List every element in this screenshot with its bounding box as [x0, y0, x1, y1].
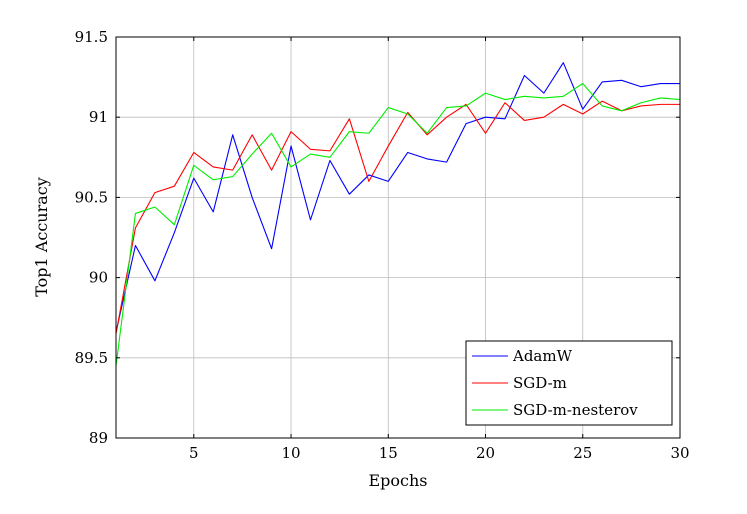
legend-label-adamw: AdamW — [512, 347, 573, 365]
y-tick-label: 90 — [89, 269, 108, 287]
x-axis-label: Epochs — [368, 471, 427, 490]
series-line-sgd-m-nesterov — [115, 82, 681, 366]
y-axis-label: Top1 Accuracy — [32, 177, 51, 297]
y-tick-label: 89 — [89, 429, 108, 447]
x-tick-label: 5 — [189, 444, 199, 462]
x-tick-label: 10 — [281, 444, 300, 462]
y-tick-label: 89.5 — [75, 349, 108, 367]
series-lines — [115, 62, 681, 366]
x-tick-label: 30 — [670, 444, 689, 462]
plot-frame — [115, 36, 681, 439]
legend-label-sgd-m: SGD-m — [513, 374, 567, 392]
tick-marks — [116, 36, 681, 439]
y-tick-label: 91.5 — [75, 28, 108, 46]
y-tick-label: 91 — [89, 108, 108, 126]
legend-label-sgd-m-nesterov: SGD-m-nesterov — [513, 401, 638, 419]
series-line-sgd-m — [115, 100, 680, 334]
x-tick-label: 15 — [379, 444, 398, 462]
y-tick-label: 90.5 — [75, 188, 108, 206]
x-tick-label: 25 — [573, 444, 592, 462]
legend: AdamW SGD-m SGD-m-nesterov — [465, 340, 673, 426]
series-line-adamw — [115, 62, 680, 333]
x-tick-label: 20 — [476, 444, 495, 462]
tick-labels: 5 10 15 20 25 30 89 89.5 90 90.5 91 91.5 — [75, 28, 690, 462]
